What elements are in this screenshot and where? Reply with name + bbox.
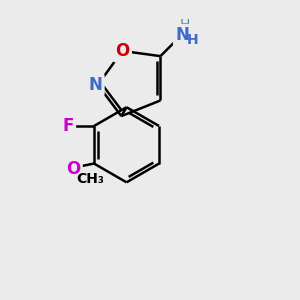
Text: H: H bbox=[187, 34, 199, 47]
Text: N: N bbox=[88, 76, 102, 94]
Text: H: H bbox=[180, 18, 190, 32]
Text: N: N bbox=[176, 26, 189, 44]
Text: F: F bbox=[62, 117, 74, 135]
Text: O: O bbox=[115, 42, 130, 60]
Text: CH₃: CH₃ bbox=[76, 172, 104, 186]
Text: O: O bbox=[66, 160, 80, 178]
